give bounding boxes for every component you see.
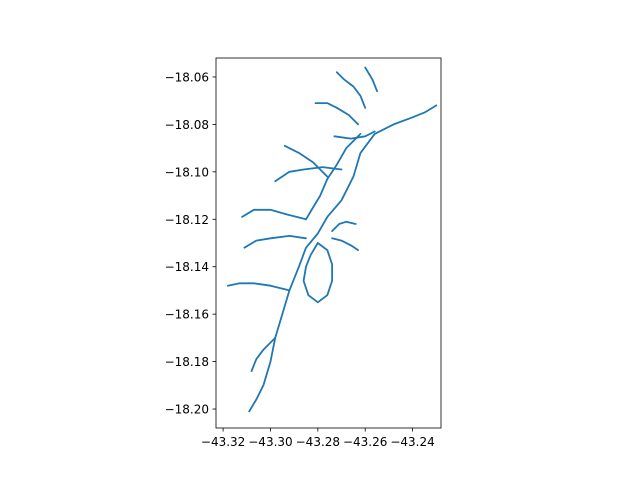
- x-axis: −43.32 −43.30 −43.28 −43.26 −43.24: [201, 428, 435, 449]
- river-segment-0: [248, 104, 438, 413]
- y-tick-label: −18.16: [165, 308, 209, 322]
- river-segment-2: [274, 166, 343, 183]
- river-segment-10: [283, 144, 329, 178]
- river-segment-7: [302, 242, 334, 304]
- river-network-lines: [226, 66, 438, 413]
- river-segment-8: [331, 220, 357, 233]
- y-tick-label: −18.20: [165, 403, 209, 417]
- x-tick-label: −43.32: [201, 435, 245, 449]
- x-tick-label: −43.28: [296, 435, 340, 449]
- x-tick-label: −43.26: [343, 435, 387, 449]
- river-segment-4: [243, 234, 307, 249]
- y-tick-label: −18.08: [165, 118, 209, 132]
- x-tick-label: −43.30: [248, 435, 292, 449]
- river-segment-3: [241, 208, 307, 221]
- river-segment-6: [250, 336, 277, 373]
- y-tick-label: −18.06: [165, 70, 209, 84]
- y-axis: −18.06 −18.08 −18.10 −18.12 −18.14 −18.16 −18.…: [165, 70, 216, 417]
- river-segment-12: [335, 71, 367, 109]
- y-tick-label: −18.12: [165, 213, 209, 227]
- river-segment-11: [314, 102, 360, 126]
- river-segment-14: [333, 130, 376, 140]
- river-segment-9: [331, 237, 360, 252]
- river-segment-5: [226, 282, 291, 292]
- river-segment-1: [305, 132, 362, 221]
- y-tick-label: −18.10: [165, 165, 209, 179]
- x-tick-label: −43.24: [390, 435, 434, 449]
- y-tick-label: −18.18: [165, 355, 209, 369]
- y-tick-label: −18.14: [165, 260, 209, 274]
- river-segment-13: [364, 66, 379, 93]
- axes-frame: [215, 57, 442, 429]
